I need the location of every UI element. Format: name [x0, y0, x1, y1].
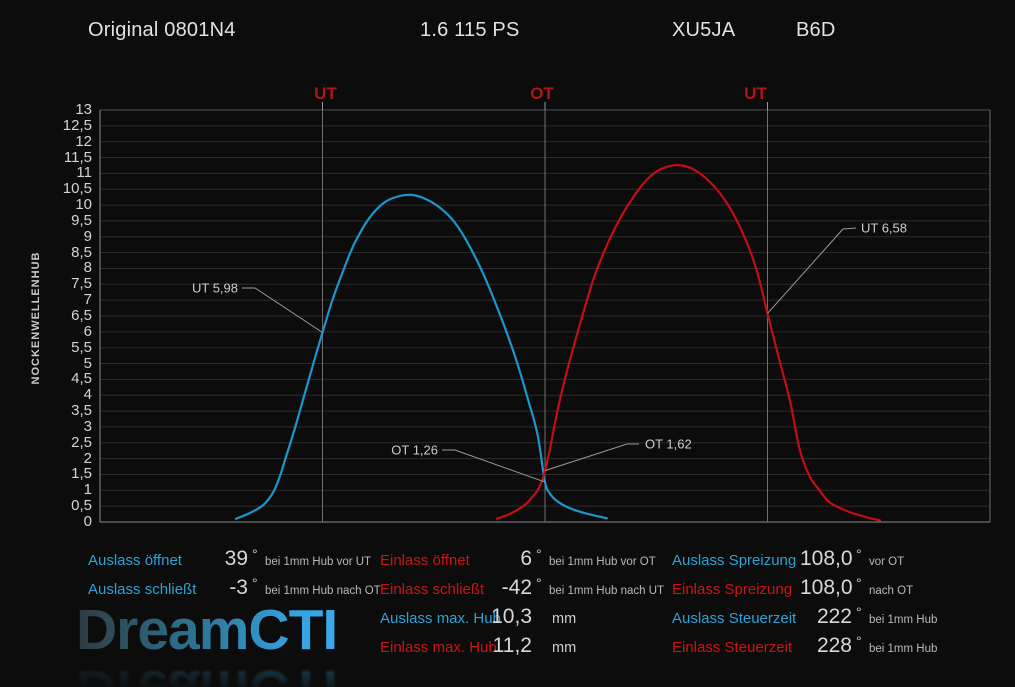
row-note: bei 1mm Hub nach UT: [549, 585, 665, 597]
auslass-curve: [234, 193, 608, 520]
table-row: Einlass Steuerzeit 228 ° bei 1mm Hub: [672, 633, 938, 663]
y-tick-label: 1: [83, 481, 92, 499]
row-label: Einlass Steuerzeit: [672, 639, 793, 656]
row-note: bei 1mm Hub: [869, 643, 938, 655]
y-tick-label: 6: [83, 323, 92, 341]
y-tick-label: 4,5: [71, 370, 92, 388]
y-tick-label: 11,5: [63, 148, 92, 166]
y-tick-label: 3,5: [71, 402, 92, 420]
table-row: Einlass Spreizung 108,0 ° nach OT: [672, 575, 937, 605]
row-value: 11,2: [492, 634, 532, 657]
row-label: Einlass Spreizung: [672, 581, 793, 598]
table-row: Auslass schließt -3 ° bei 1mm Hub nach OT: [88, 575, 381, 605]
x-marker-label: UT: [744, 84, 767, 103]
annotation-label: OT 1,62: [645, 436, 692, 452]
y-tick-label: 8: [83, 259, 92, 277]
row-note: vor OT: [869, 556, 905, 568]
annotation-leader: [442, 449, 546, 483]
table-row: Auslass Steuerzeit 222 ° bei 1mm Hub: [672, 604, 938, 634]
row-note: mm: [552, 611, 577, 627]
degree-symbol: °: [856, 546, 862, 562]
y-tick-label: 9,5: [71, 212, 92, 230]
row-value: 228: [816, 634, 852, 657]
row-note: bei 1mm Hub vor UT: [265, 556, 372, 568]
y-tick-label: 8,5: [71, 243, 92, 261]
engine-spec: 1.6 115 PS: [420, 19, 520, 41]
timing-column-middle: Einlass öffnet 6 ° bei 1mm Hub vor OT Einla…: [380, 546, 665, 663]
degree-symbol: °: [856, 633, 862, 649]
table-row: Einlass schließt -42 ° bei 1mm Hub nach UT: [380, 575, 665, 605]
profile-title: Original 0801N4: [88, 19, 236, 41]
y-tick-label: 10,5: [62, 180, 92, 198]
row-value: 108,0: [800, 547, 853, 570]
row-label: Auslass max. Hub: [380, 610, 501, 627]
engine-code: XU5JA: [672, 19, 736, 41]
table-row: Auslass öffnet 39 ° bei 1mm Hub vor UT: [88, 546, 381, 576]
y-tick-label: 0: [83, 513, 92, 531]
table-row: Auslass max. Hub 10,3 mm: [380, 605, 664, 634]
row-value: 108,0: [800, 576, 853, 599]
row-value: -3: [229, 576, 248, 599]
y-tick-label: 10: [75, 196, 92, 214]
annotation-leader: [544, 443, 639, 472]
row-value: -42: [501, 576, 532, 599]
y-tick-label: 5: [83, 354, 92, 372]
table-row: Einlass öffnet 6 ° bei 1mm Hub vor OT: [380, 546, 664, 576]
row-note: bei 1mm Hub: [869, 614, 938, 626]
annotation-leader: [242, 287, 323, 333]
row-label: Auslass Spreizung: [672, 552, 797, 569]
y-tick-label: 11: [76, 164, 92, 182]
row-label: Auslass öffnet: [88, 552, 182, 569]
y-tick-label: 13: [75, 101, 92, 119]
row-label: Einlass max. Hub: [380, 639, 497, 656]
y-tick-label: 7: [83, 291, 92, 309]
y-tick-label: 2,5: [71, 433, 92, 451]
annotation-label: UT 5,98: [191, 280, 238, 296]
y-tick-label: 0,5: [71, 497, 92, 515]
y-axis-label: NOCKENWELLENHUB: [30, 251, 42, 385]
row-note: bei 1mm Hub nach OT: [265, 585, 381, 597]
row-label: Einlass schließt: [380, 581, 485, 598]
einlass-curve: [495, 163, 882, 522]
row-value: 10,3: [491, 605, 532, 628]
timing-column-right: Auslass Spreizung 108,0 ° vor OT Einlass Sp…: [672, 546, 938, 663]
y-tick-label: 1,5: [71, 465, 92, 483]
row-label: Einlass öffnet: [380, 552, 470, 569]
degree-symbol: °: [252, 546, 258, 562]
cam-code: B6D: [796, 19, 836, 41]
annotation-label: OT 1,26: [391, 442, 438, 458]
row-label: Auslass Steuerzeit: [672, 610, 797, 627]
y-tick-label: 5,5: [71, 338, 92, 356]
degree-symbol: °: [856, 575, 862, 591]
row-value: 6: [520, 547, 532, 570]
y-tick-label: 2: [83, 449, 92, 467]
timing-column-left: Auslass öffnet 39 ° bei 1mm Hub vor UT Ausl…: [88, 546, 381, 605]
y-tick-label: 6,5: [71, 307, 92, 325]
y-tick-label: 4: [83, 386, 92, 404]
y-tick-label: 3: [83, 418, 92, 436]
y-tick-label: 12,5: [62, 117, 92, 135]
y-tick-label: 12: [75, 132, 92, 150]
annotation-leader: [767, 227, 857, 314]
x-marker-label: UT: [314, 84, 337, 103]
degree-symbol: °: [252, 575, 258, 591]
degree-symbol: °: [536, 575, 542, 591]
table-row: Einlass max. Hub 11,2 mm: [380, 634, 664, 663]
row-value: 39: [224, 547, 248, 570]
row-note: nach OT: [869, 585, 914, 597]
y-tick-label: 7,5: [71, 275, 92, 293]
x-marker-label: OT: [530, 84, 554, 103]
annotation-label: UT 6,58: [861, 220, 908, 236]
table-row: Auslass Spreizung 108,0 ° vor OT: [672, 546, 937, 576]
row-label: Auslass schließt: [88, 581, 197, 598]
y-tick-label: 9: [83, 227, 92, 245]
degree-symbol: °: [856, 604, 862, 620]
row-note: mm: [552, 640, 577, 656]
row-value: 222: [816, 605, 852, 628]
row-note: bei 1mm Hub vor OT: [549, 556, 656, 568]
degree-symbol: °: [536, 546, 542, 562]
